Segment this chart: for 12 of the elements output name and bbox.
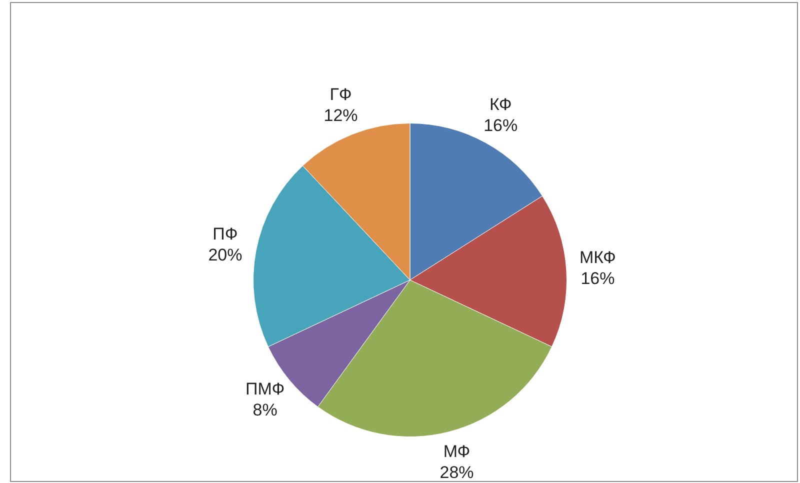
slice-label: МФ bbox=[443, 442, 470, 461]
slice-label: ПФ bbox=[212, 224, 238, 244]
slice-label: ГФ bbox=[330, 84, 352, 104]
data-label: 8% bbox=[252, 400, 278, 420]
slice-label: МКФ bbox=[580, 248, 616, 267]
data-label: 12% bbox=[324, 106, 358, 125]
slice-label: КФ bbox=[489, 94, 512, 114]
data-label: 28% bbox=[440, 462, 474, 482]
data-label: 16% bbox=[580, 268, 615, 288]
slice-label: ПМФ bbox=[246, 380, 285, 399]
data-label: 16% bbox=[484, 116, 518, 135]
data-label: 20% bbox=[208, 245, 242, 264]
